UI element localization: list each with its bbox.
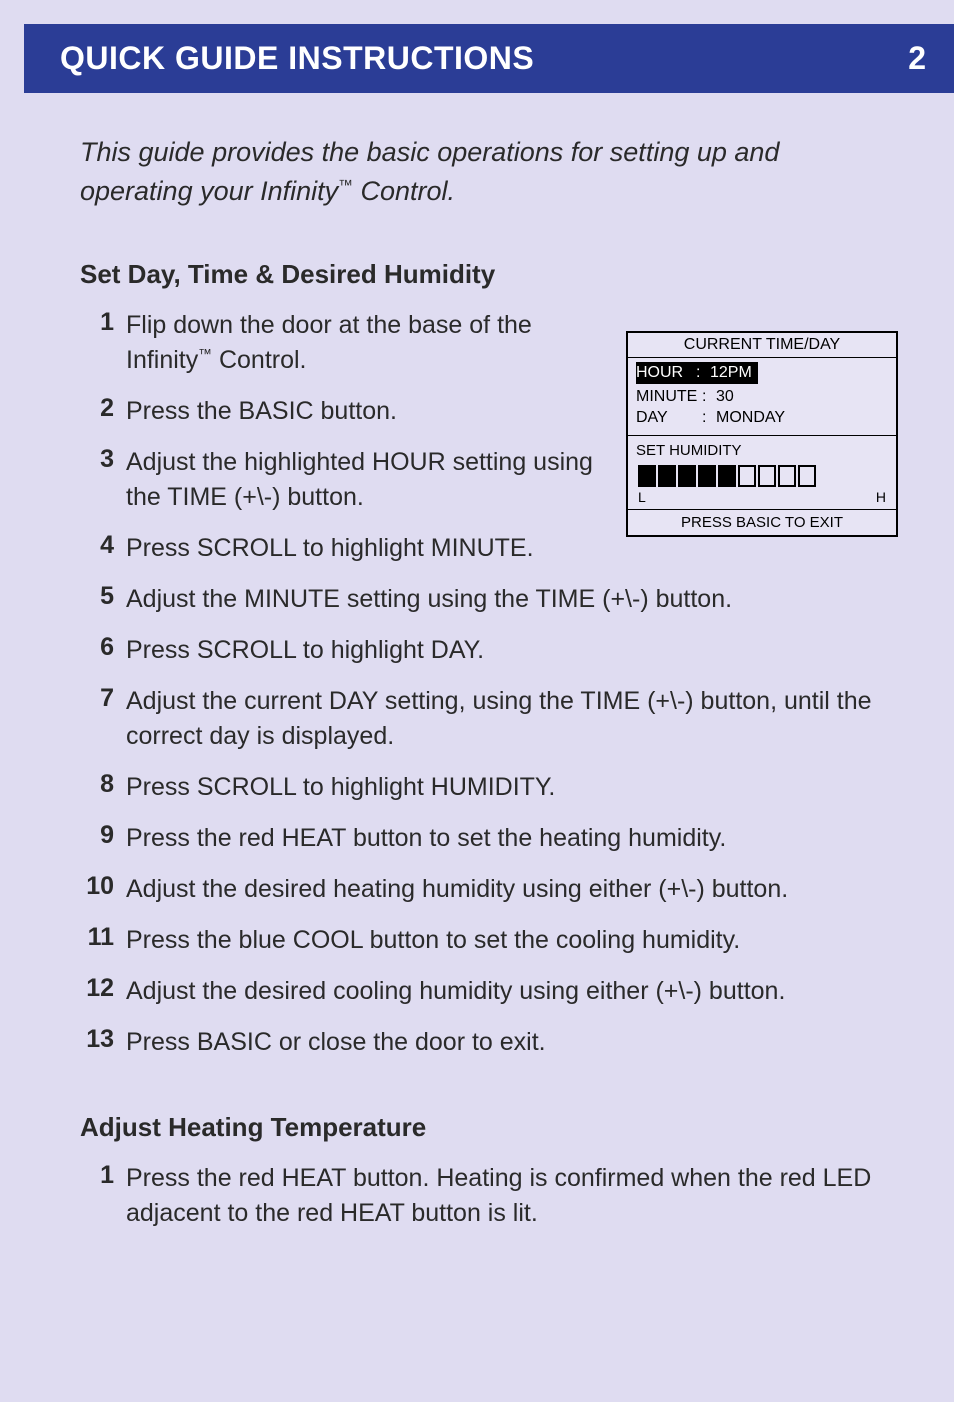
lcd-row-value: MONDAY [716, 407, 888, 429]
lcd-humidity-label: SET HUMIDITY [636, 442, 888, 459]
step-row: 10Adjust the desired heating humidity us… [80, 872, 898, 907]
step-row: 8Press SCROLL to highlight HUMIDITY. [80, 770, 898, 805]
step-text: Adjust the current DAY setting, using th… [126, 684, 898, 754]
lcd-display: CURRENT TIME/DAY HOUR: 12PMMINUTE: 30DAY… [626, 331, 898, 537]
lcd-humidity-bar [638, 465, 656, 487]
step-number: 2 [80, 394, 126, 429]
lcd-row-label: MINUTE [636, 386, 702, 408]
lcd-row-colon: : [702, 386, 716, 408]
lcd-row-label: HOUR [636, 362, 696, 384]
lcd-humidity-block: SET HUMIDITY L H [628, 436, 896, 510]
step-number: 3 [80, 445, 126, 515]
step-number: 4 [80, 531, 126, 566]
lcd-row-colon: : [702, 407, 716, 429]
intro-text: This guide provides the basic operations… [80, 133, 898, 211]
lcd-time-row: HOUR: 12PM [636, 362, 758, 384]
section-2-title: Adjust Heating Temperature [80, 1112, 898, 1143]
step-number: 6 [80, 633, 126, 668]
lcd-humidity-bars [636, 465, 888, 487]
step-text: Adjust the MINUTE setting using the TIME… [126, 582, 898, 617]
lcd-low-label: L [638, 489, 646, 505]
intro-suffix: Control. [353, 176, 455, 206]
lcd-row-colon: : [696, 362, 710, 384]
lcd-humidity-bar [718, 465, 736, 487]
step-number: 9 [80, 821, 126, 856]
trademark-symbol: ™ [338, 178, 353, 194]
section-1-title: Set Day, Time & Desired Humidity [80, 259, 898, 290]
lcd-humidity-bar [678, 465, 696, 487]
step-number: 8 [80, 770, 126, 805]
step-number: 13 [80, 1025, 126, 1060]
step-row: 7Adjust the current DAY setting, using t… [80, 684, 898, 754]
step-number: 10 [80, 872, 126, 907]
step-row: 9Press the red HEAT button to set the he… [80, 821, 898, 856]
step-text: Press the red HEAT button to set the hea… [126, 821, 898, 856]
lcd-time-row: MINUTE: 30 [636, 386, 888, 408]
lcd-footer: PRESS BASIC TO EXIT [628, 510, 896, 535]
header-bar: QUICK GUIDE INSTRUCTIONS 2 [24, 24, 954, 93]
step-number: 12 [80, 974, 126, 1009]
step-text: Press SCROLL to highlight HUMIDITY. [126, 770, 898, 805]
step-row: 5Adjust the MINUTE setting using the TIM… [80, 582, 898, 617]
step-number: 1 [80, 1161, 126, 1231]
lcd-row-label: DAY [636, 407, 702, 429]
lcd-row-value: 12PM [710, 362, 752, 384]
step-text: Press BASIC or close the door to exit. [126, 1025, 898, 1060]
lcd-humidity-bar [658, 465, 676, 487]
header-title: QUICK GUIDE INSTRUCTIONS [60, 40, 534, 77]
lcd-humidity-bar [758, 465, 776, 487]
step-text: Press the red HEAT button. Heating is co… [126, 1161, 898, 1231]
step-text: Press the blue COOL button to set the co… [126, 923, 898, 958]
step-row: 6Press SCROLL to highlight DAY. [80, 633, 898, 668]
header-page-number: 2 [908, 40, 926, 77]
lcd-humidity-bar [738, 465, 756, 487]
step-number: 5 [80, 582, 126, 617]
lcd-humidity-scale: L H [636, 489, 888, 505]
lcd-humidity-bar [778, 465, 796, 487]
content: This guide provides the basic operations… [0, 93, 954, 1231]
step-row: 13Press BASIC or close the door to exit. [80, 1025, 898, 1060]
step-number: 7 [80, 684, 126, 754]
step-text: Press SCROLL to highlight DAY. [126, 633, 898, 668]
lcd-humidity-bar [698, 465, 716, 487]
step-text: Adjust the desired cooling humidity usin… [126, 974, 898, 1009]
section-adjust-heating-temp: Adjust Heating Temperature 1Press the re… [80, 1112, 898, 1231]
step-text: Adjust the desired heating humidity usin… [126, 872, 898, 907]
lcd-time-row: DAY: MONDAY [636, 407, 888, 429]
step-row: 12Adjust the desired cooling humidity us… [80, 974, 898, 1009]
lcd-time-block: HOUR: 12PMMINUTE: 30DAY: MONDAY [628, 358, 896, 436]
step-number: 11 [80, 923, 126, 958]
lcd-humidity-bar [798, 465, 816, 487]
lcd-title: CURRENT TIME/DAY [628, 333, 896, 358]
lcd-row-value: 30 [716, 386, 888, 408]
step-number: 1 [80, 308, 126, 378]
step-row: 11Press the blue COOL button to set the … [80, 923, 898, 958]
step-row: 1Press the red HEAT button. Heating is c… [80, 1161, 898, 1231]
section-2-steps: 1Press the red HEAT button. Heating is c… [80, 1161, 898, 1231]
lcd-high-label: H [876, 489, 886, 505]
